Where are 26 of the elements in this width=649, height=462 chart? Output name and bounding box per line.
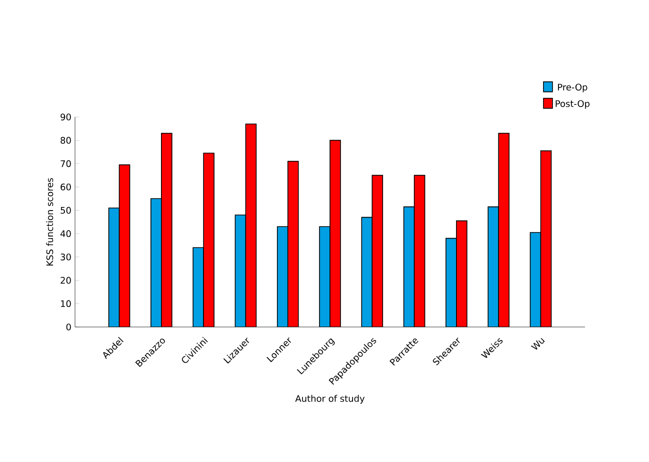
x-tick-label: Wu: [530, 338, 545, 350]
y-tick-label: 70: [60, 160, 71, 168]
bar: [361, 216, 373, 327]
y-tick-label: 80: [60, 136, 71, 144]
y-tick-label: 50: [60, 206, 71, 214]
bar: [446, 238, 457, 327]
x-axis-title: Author of study: [295, 394, 365, 404]
bar: [150, 198, 162, 327]
y-tick-label: 30: [60, 254, 71, 260]
bar: [488, 206, 499, 327]
bar: [192, 247, 204, 327]
legend-label: Pre-Op: [558, 84, 588, 92]
y-axis-title: KSS function scores: [46, 178, 54, 266]
legend-label: Post-Op: [556, 100, 590, 109]
y-tick-label: 90: [60, 114, 71, 120]
bar: [403, 206, 415, 327]
y-tick-label: 0: [66, 324, 71, 330]
y-tick-label: 40: [60, 230, 71, 238]
bar: [319, 226, 330, 327]
bar: [276, 226, 288, 327]
bar: [530, 232, 542, 327]
y-tick-label: 60: [60, 184, 71, 190]
y-tick-label: 10: [61, 300, 71, 308]
bar: [234, 214, 246, 327]
bar: [108, 208, 120, 327]
y-tick-label: 20: [60, 276, 71, 284]
